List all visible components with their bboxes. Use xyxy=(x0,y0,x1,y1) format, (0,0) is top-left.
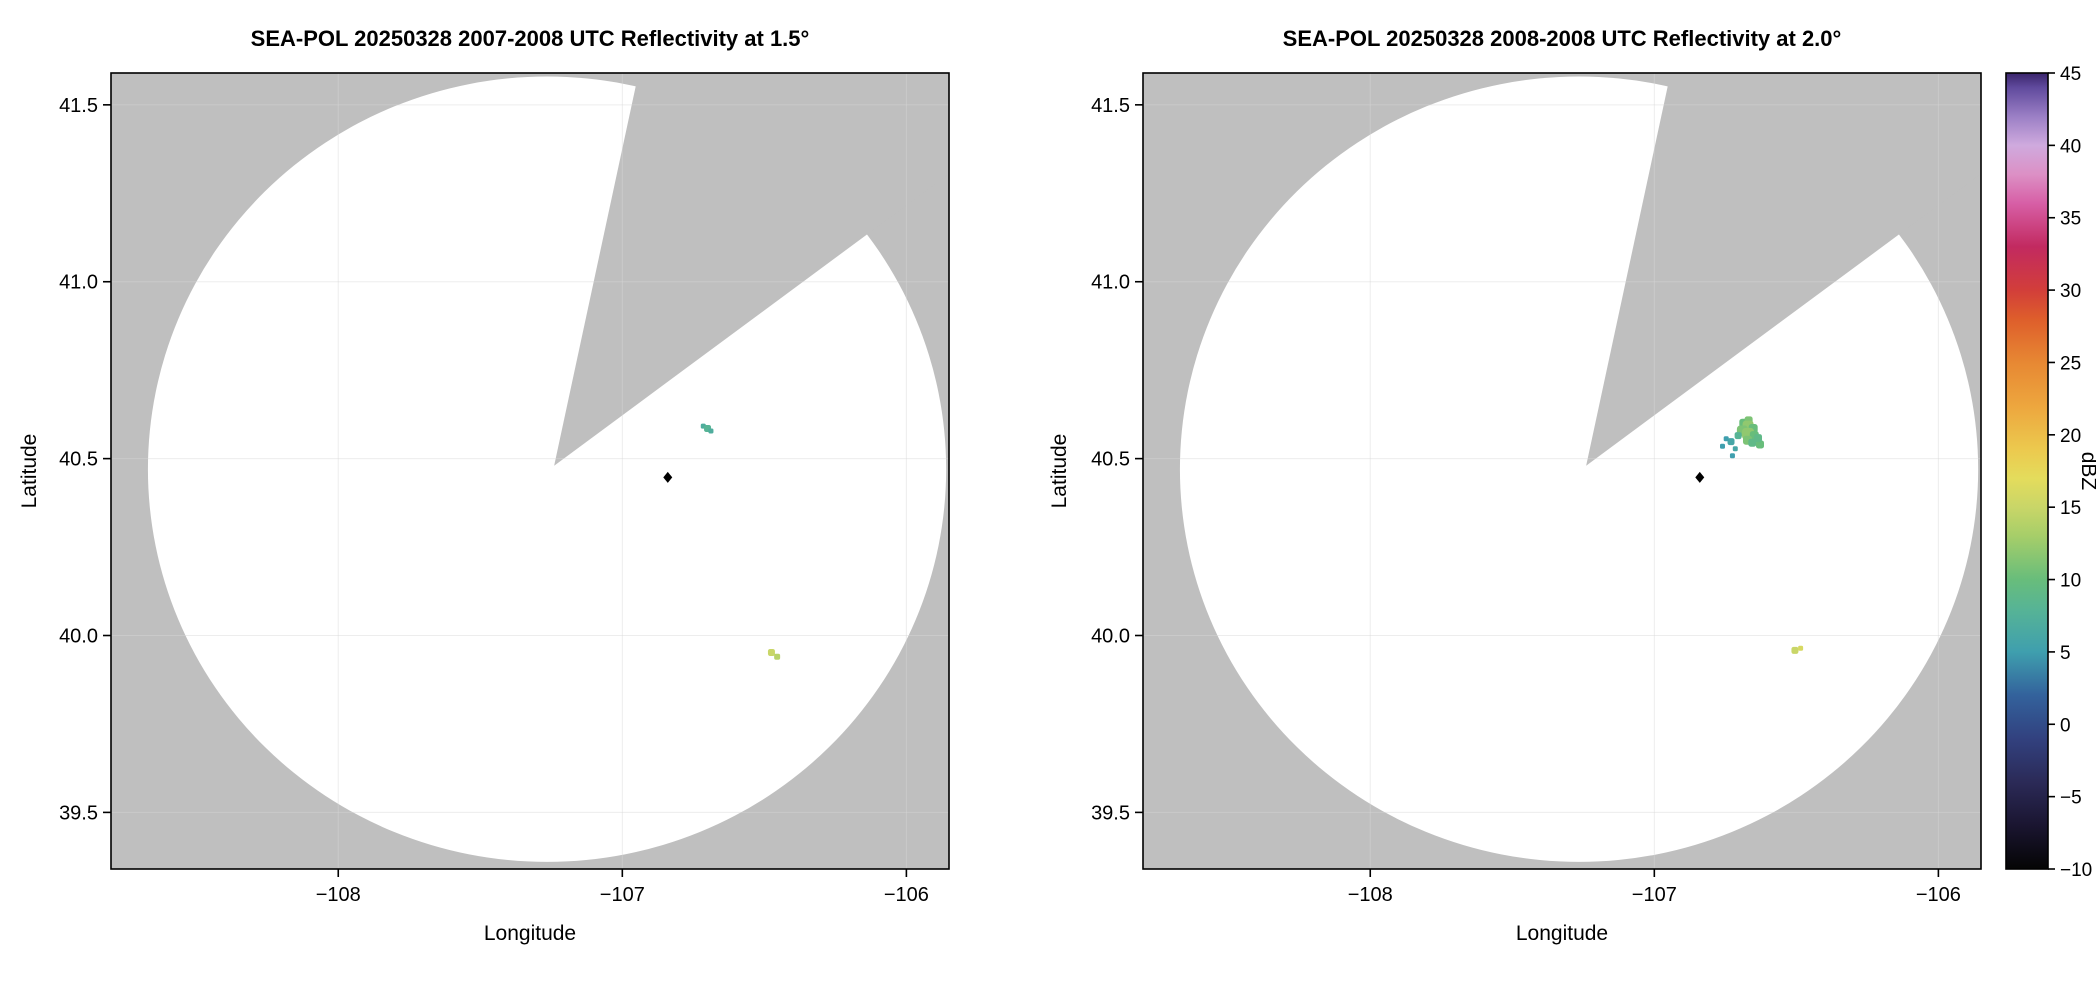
echo-point xyxy=(1732,446,1738,452)
x-tick-label: −106 xyxy=(884,884,929,906)
echo-point xyxy=(1734,432,1742,440)
colorbar: −10 −5 0 5 10 15 20 25 30 35 40 45 xyxy=(2005,64,2092,881)
axes-frame xyxy=(110,72,950,870)
colorbar-tick-label: 5 xyxy=(2060,643,2071,664)
colorbar-tick-label: 10 xyxy=(2060,571,2081,592)
y-tick-label: 40.0 xyxy=(59,626,98,648)
colorbar-tick-label: −10 xyxy=(2060,860,2092,881)
blocked-sector xyxy=(1586,73,1981,466)
left-plot: −108 −107 −106 39.5 40.0 40.5 41.0 41.5 xyxy=(59,72,950,906)
y-tick-label: 39.5 xyxy=(1091,802,1130,824)
x-tick-label: −106 xyxy=(1916,884,1961,906)
radar-site-marker xyxy=(663,471,673,483)
colorbar-tick-label: 30 xyxy=(2060,281,2081,302)
colorbar-tick-label: −5 xyxy=(2060,788,2082,809)
echo-point xyxy=(1727,438,1735,446)
x-tick-label: −108 xyxy=(1348,884,1393,906)
y-tick-label: 39.5 xyxy=(59,802,98,824)
blocked-sector xyxy=(554,73,949,466)
colorbar-tick-label: 15 xyxy=(2060,498,2081,519)
echo-point xyxy=(1755,440,1764,449)
x-tick-label: −107 xyxy=(1632,884,1677,906)
radar-site-marker xyxy=(1695,471,1705,483)
left-xaxis-label: Longitude xyxy=(483,922,577,945)
y-tick-label: 41.0 xyxy=(59,272,98,294)
colorbar-tick-label: 20 xyxy=(2060,426,2081,447)
echo-point xyxy=(767,648,775,656)
left-yaxis-label: Latitude xyxy=(18,433,41,509)
echo-point xyxy=(1719,443,1725,449)
x-tick-label: −108 xyxy=(316,884,361,906)
axes-frame xyxy=(1142,72,1982,870)
colorbar-label: dBZ xyxy=(2077,451,2096,491)
right-plot: −108 −107 −106 39.5 40.0 40.5 41.0 41.5 xyxy=(1091,72,1982,906)
colorbar-tick-label: 45 xyxy=(2060,64,2081,85)
right-plot-title: SEA-POL 20250328 2008-2008 UTC Reflectiv… xyxy=(1282,26,1842,51)
colorbar-frame xyxy=(2005,72,2049,870)
echo-point xyxy=(708,428,714,434)
echo-point xyxy=(1754,434,1763,443)
right-yaxis-label: Latitude xyxy=(1048,433,1071,509)
echo-point xyxy=(1798,645,1804,651)
y-tick-label: 41.5 xyxy=(1091,95,1130,117)
colorbar-tick-label: 25 xyxy=(2060,353,2081,374)
colorbar-tick-label: 35 xyxy=(2060,209,2081,230)
colorbar-tick-label: 40 xyxy=(2060,136,2081,157)
y-tick-label: 40.5 xyxy=(1091,449,1130,471)
y-tick-label: 41.0 xyxy=(1091,272,1130,294)
colorbar-tick-label: 0 xyxy=(2060,715,2071,736)
echo-point xyxy=(774,653,781,660)
y-tick-label: 40.5 xyxy=(59,449,98,471)
y-tick-label: 41.5 xyxy=(59,95,98,117)
echo-point xyxy=(1791,646,1799,654)
right-xaxis-label: Longitude xyxy=(1515,922,1609,945)
echo-point xyxy=(1729,453,1735,459)
x-tick-label: −107 xyxy=(600,884,645,906)
left-plot-title: SEA-POL 20250328 2007-2008 UTC Reflectiv… xyxy=(250,26,810,51)
colorbar-gradient xyxy=(2006,73,2048,869)
y-tick-label: 40.0 xyxy=(1091,626,1130,648)
echo-point xyxy=(1723,436,1729,442)
